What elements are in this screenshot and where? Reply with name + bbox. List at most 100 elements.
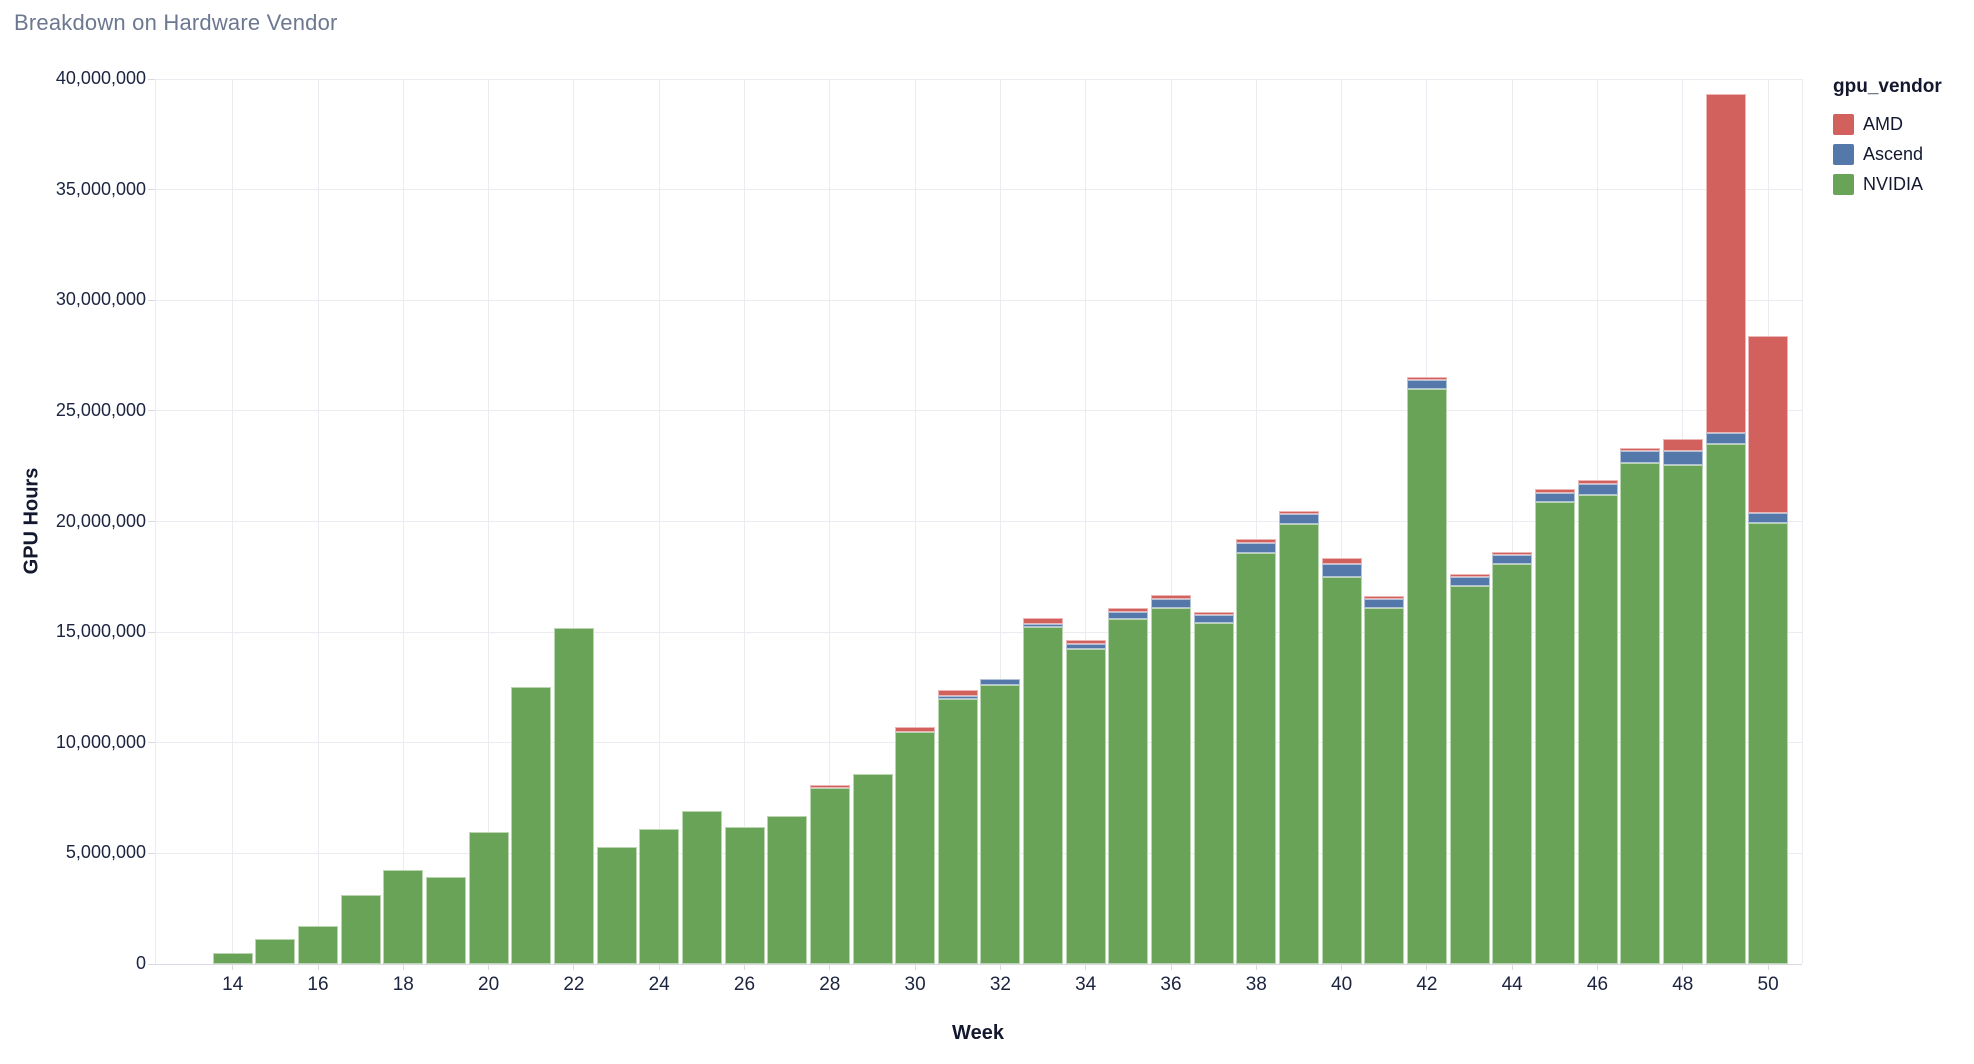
x-tick-label: 38 xyxy=(1245,974,1267,995)
x-tick-label: 18 xyxy=(392,974,414,995)
legend-item-label: NVIDIA xyxy=(1863,174,1924,194)
bar-segment-nvidia xyxy=(511,687,552,964)
bar-segment-nvidia xyxy=(1193,623,1234,964)
bar-segment-amd xyxy=(809,785,850,789)
x-gridline xyxy=(573,79,575,964)
bar-segment-ascend xyxy=(1620,451,1661,463)
x-tick-label: 50 xyxy=(1757,974,1779,995)
x-tick xyxy=(1597,964,1598,970)
x-gridline xyxy=(232,79,234,964)
y-axis-line xyxy=(154,79,156,964)
bar-segment-amd xyxy=(937,689,978,697)
x-gridline xyxy=(914,79,916,964)
bar-segment-nvidia xyxy=(1620,462,1661,964)
x-tick-label: 30 xyxy=(904,974,926,995)
legend-item-label: AMD xyxy=(1863,114,1903,134)
x-tick-label: 26 xyxy=(733,974,756,995)
bar-segment-ascend xyxy=(1279,514,1319,524)
x-tick xyxy=(573,964,575,970)
bar-segment-amd xyxy=(1492,551,1533,556)
x-gridline xyxy=(402,79,404,964)
x-tick xyxy=(1255,964,1257,970)
bar-segment-nvidia xyxy=(809,788,850,964)
x-gridline xyxy=(999,79,1001,964)
bar-segment-nvidia xyxy=(1236,552,1277,964)
x-tick-label: 42 xyxy=(1416,974,1438,995)
bar-segment-ascend xyxy=(1193,615,1234,624)
x-tick xyxy=(744,964,745,970)
y-gridline xyxy=(155,189,1802,191)
bar-segment-ascend xyxy=(1151,599,1191,608)
x-tick-label: 48 xyxy=(1672,974,1694,995)
bar-segment-nvidia xyxy=(596,846,637,964)
bar-segment-ascend xyxy=(1023,623,1064,627)
y-tick-label: 0 xyxy=(135,953,146,973)
bar-segment-amd xyxy=(1279,511,1319,515)
legend-item-amd[interactable]: AMD xyxy=(1833,114,1942,135)
y-tick xyxy=(148,852,155,854)
x-tick xyxy=(232,964,234,970)
bar-segment-nvidia xyxy=(1151,607,1191,964)
bar-segment-nvidia xyxy=(212,952,253,964)
bar-segment-nvidia xyxy=(1705,444,1746,964)
y-tick xyxy=(148,78,155,80)
bar-segment-nvidia xyxy=(468,832,509,964)
x-tick-label: 22 xyxy=(563,974,585,995)
bar-segment-nvidia xyxy=(1065,648,1106,964)
bar-segment-nvidia xyxy=(255,938,296,964)
chart-title: Breakdown on Hardware Vendor xyxy=(14,10,338,35)
x-gridline xyxy=(829,79,831,964)
bar-segment-amd xyxy=(895,727,936,732)
x-tick-label: 36 xyxy=(1160,974,1182,995)
x-tick xyxy=(914,964,916,970)
bar-segment-nvidia xyxy=(1534,501,1575,964)
bar-segment-nvidia xyxy=(1577,494,1618,964)
bar-segment-amd xyxy=(1705,94,1746,433)
bar-segment-nvidia xyxy=(1108,618,1149,964)
x-tick-label: 32 xyxy=(989,974,1011,995)
bar-segment-nvidia xyxy=(639,829,680,964)
bar-segment-nvidia xyxy=(383,870,424,964)
legend-swatch-ascend xyxy=(1833,144,1854,165)
bar-segment-amd xyxy=(1023,618,1064,624)
x-tick-label: 16 xyxy=(307,974,329,995)
y-tick xyxy=(148,189,155,191)
x-tick-label: 46 xyxy=(1586,974,1609,995)
x-tick xyxy=(1170,964,1172,970)
y-tick-label: 15,000,000 xyxy=(55,621,146,642)
legend-item-ascend[interactable]: Ascend xyxy=(1833,144,1942,165)
bar-segment-ascend xyxy=(1534,492,1575,502)
x-tick xyxy=(1767,964,1769,970)
x-tick xyxy=(658,964,660,970)
bar-segment-nvidia xyxy=(553,627,594,964)
bar-segment-ascend xyxy=(1705,432,1746,445)
bar-segment-ascend xyxy=(1321,563,1362,577)
bar-segment-ascend xyxy=(1449,576,1490,586)
bar-segment-amd xyxy=(1065,639,1106,645)
y-tick-label: 35,000,000 xyxy=(55,178,146,199)
bar-segment-nvidia xyxy=(767,815,808,964)
bar-segment-ascend xyxy=(1492,555,1533,564)
y-gridline xyxy=(155,78,1802,80)
x-tick-label: 20 xyxy=(478,974,500,995)
y-tick xyxy=(148,299,155,301)
y-gridline xyxy=(155,852,1802,854)
bar-segment-ascend xyxy=(1748,513,1789,523)
x-axis-line xyxy=(155,964,1802,965)
bar-segment-nvidia xyxy=(681,811,722,964)
legend: gpu_vendor AMD Ascend NVIDIA xyxy=(1833,76,1942,204)
y-gridline xyxy=(155,299,1802,301)
bar-segment-ascend xyxy=(1236,542,1277,553)
x-tick xyxy=(1682,964,1684,970)
bar-segment-nvidia xyxy=(1279,523,1319,964)
bar-segment-nvidia xyxy=(425,876,466,964)
bar-segment-nvidia xyxy=(1492,563,1533,964)
y-tick xyxy=(148,742,155,744)
x-tick xyxy=(1085,964,1087,970)
legend-item-nvidia[interactable]: NVIDIA xyxy=(1833,174,1942,195)
x-tick-label: 34 xyxy=(1075,974,1097,995)
bar-segment-nvidia xyxy=(1321,576,1362,964)
bar-segment-nvidia xyxy=(1023,626,1064,964)
y-tick-label: 40,000,000 xyxy=(55,68,146,88)
y-tick-label: 10,000,000 xyxy=(55,731,146,752)
